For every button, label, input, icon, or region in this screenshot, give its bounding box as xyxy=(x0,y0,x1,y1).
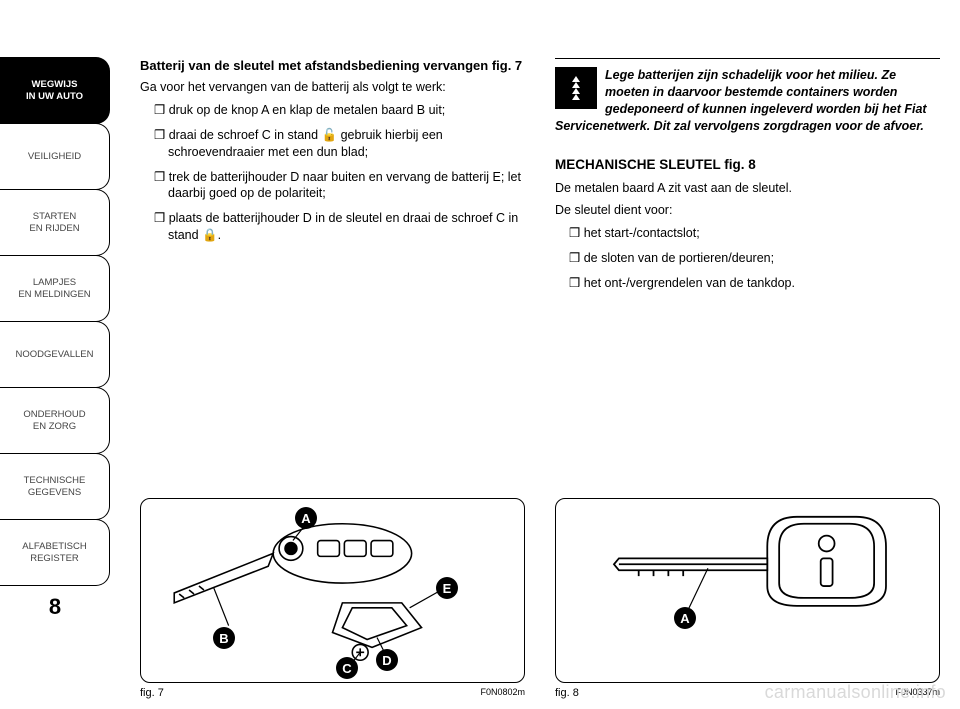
callout-c: C xyxy=(336,657,358,679)
figure-8-label: fig. 8 xyxy=(555,687,579,699)
left-bullets: druk op de knop A en klap de metalen baa… xyxy=(140,102,525,252)
tab-wegwijs[interactable]: WEGWIJS IN UW AUTO xyxy=(0,57,110,124)
callout-e: E xyxy=(436,577,458,599)
right-bullet: de sloten van de portieren/deuren; xyxy=(555,250,940,267)
figure-7: A B C D E fig. 7 F0N0802m xyxy=(140,498,525,699)
figure-8: A fig. 8 F0N0337m xyxy=(555,498,940,699)
right-bullet: het ont-/vergrendelen van de tankdop. xyxy=(555,275,940,292)
figure-8-box: A xyxy=(555,498,940,683)
content: Batterij van de sleutel met afstandsbedi… xyxy=(110,0,960,709)
left-bullet: druk op de knop A en klap de metalen baa… xyxy=(140,102,525,119)
recycle-icon xyxy=(555,67,597,109)
tab-noodgevallen[interactable]: NOODGEVALLEN xyxy=(0,321,110,388)
right-bullets: het start-/contactslot; de sloten van de… xyxy=(555,225,940,300)
left-column: Batterij van de sleutel met afstandsbedi… xyxy=(140,58,525,699)
right-para2: De sleutel dient voor: xyxy=(555,202,940,219)
figure-7-box: A B C D E xyxy=(140,498,525,683)
tab-veiligheid[interactable]: VEILIGHEID xyxy=(0,123,110,190)
warning-box: Lege batterijen zijn schadelijk voor het… xyxy=(555,58,940,118)
figure-7-label: fig. 7 xyxy=(140,687,164,699)
sidebar: WEGWIJS IN UW AUTO VEILIGHEID STARTEN EN… xyxy=(0,0,110,709)
section-title: MECHANISCHE SLEUTEL fig. 8 xyxy=(555,157,940,172)
page-number: 8 xyxy=(0,594,110,620)
callout-d: D xyxy=(376,649,398,671)
right-column: Lege batterijen zijn schadelijk voor het… xyxy=(555,58,940,699)
tab-alfabetisch[interactable]: ALFABETISCH REGISTER xyxy=(0,519,110,586)
tab-lampjes[interactable]: LAMPJES EN MELDINGEN xyxy=(0,255,110,322)
right-bullet: het start-/contactslot; xyxy=(555,225,940,242)
tab-technische[interactable]: TECHNISCHE GEGEVENS xyxy=(0,453,110,520)
left-heading: Batterij van de sleutel met afstandsbedi… xyxy=(140,58,525,73)
tab-starten[interactable]: STARTEN EN RIJDEN xyxy=(0,189,110,256)
callout-b: B xyxy=(213,627,235,649)
warning-text-cont: Servicenetwerk. Dit zal vervolgens zorgd… xyxy=(555,118,940,135)
callout-a: A xyxy=(674,607,696,629)
left-bullet: plaats de batterijhouder D in de sleutel… xyxy=(140,210,525,244)
callout-a: A xyxy=(295,507,317,529)
tab-onderhoud[interactable]: ONDERHOUD EN ZORG xyxy=(0,387,110,454)
figure-8-svg xyxy=(556,499,939,682)
figure-7-svg xyxy=(141,499,524,682)
right-para1: De metalen baard A zit vast aan de sleut… xyxy=(555,180,940,197)
figure-7-code: F0N0802m xyxy=(480,687,525,699)
left-bullet: draai de schroef C in stand 🔓 gebruik hi… xyxy=(140,127,525,161)
left-bullet: trek de batterijhouder D naar buiten en … xyxy=(140,169,525,203)
left-intro: Ga voor het vervangen van de batterij al… xyxy=(140,79,525,96)
warning-text: Lege batterijen zijn schadelijk voor het… xyxy=(605,67,940,118)
watermark: carmanualsonline.info xyxy=(765,682,946,703)
